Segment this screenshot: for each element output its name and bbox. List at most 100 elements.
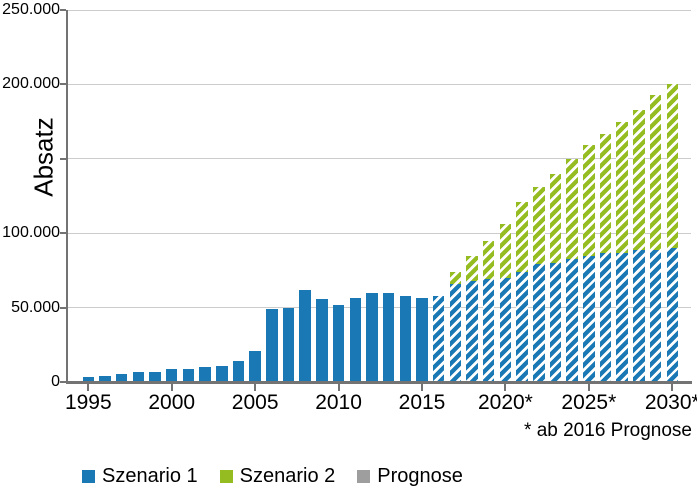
- bar-2022-prognose-hatch: [533, 187, 545, 382]
- bar-2023: [549, 173, 562, 382]
- x-tick-2025: [587, 383, 590, 391]
- y-tick-100000: [60, 232, 66, 235]
- y-tick-label-250000: 250.000: [2, 1, 60, 18]
- bar-2027: [616, 121, 628, 382]
- legend-label-prognose: Prognose: [377, 464, 463, 487]
- x-tick-2010: [337, 383, 340, 391]
- bar-1998: [132, 372, 145, 382]
- y-tick-label-100000: 100.000: [2, 224, 60, 242]
- bar-2024-prognose-hatch: [566, 158, 578, 382]
- x-tick-2015: [421, 383, 423, 391]
- bar-2016-prognose-hatch: [432, 295, 445, 382]
- bar-2029: [649, 94, 662, 382]
- bar-2023-prognose-hatch: [549, 173, 562, 382]
- bar-2005-szenario1: [249, 350, 261, 382]
- bar-2000-szenario1: [165, 369, 178, 382]
- bar-2007: [282, 307, 295, 382]
- gridline-200000: [68, 83, 691, 85]
- legend-label-szenario2: Szenario 2: [239, 464, 336, 487]
- bar-2008: [299, 289, 311, 382]
- legend-swatch-prognose: [357, 469, 371, 483]
- gridline-150000: [68, 158, 691, 160]
- legend-swatch-szenario2: [219, 469, 233, 483]
- bar-2018: [466, 255, 478, 382]
- bar-1997: [115, 373, 128, 382]
- y-tick-label-200000: 200.000: [2, 75, 60, 93]
- y-tick-250000: [60, 9, 66, 11]
- bar-2015: [416, 297, 428, 382]
- bar-2020-prognose-hatch: [499, 224, 512, 382]
- bar-2006: [266, 309, 278, 382]
- legend: Szenario 1 Szenario 2 Prognose: [82, 464, 463, 488]
- bar-2013-szenario1: [382, 293, 395, 382]
- x-tick-2005: [254, 383, 257, 391]
- y-tick-label-0: 0: [51, 373, 60, 390]
- bar-2020: [499, 224, 512, 382]
- y-axis-line: [66, 10, 68, 383]
- bar-2022: [533, 187, 545, 382]
- bar-2001: [182, 368, 195, 382]
- bar-2004: [232, 361, 245, 382]
- x-tick-1995: [87, 383, 90, 391]
- bar-2026-prognose-hatch: [599, 133, 612, 382]
- bar-2011-szenario1: [349, 297, 361, 382]
- bar-1995-szenario1: [82, 376, 95, 382]
- x-tick-2000: [170, 383, 173, 391]
- x-tick-label-2030: 2030*: [644, 391, 697, 414]
- bar-1997-szenario1: [115, 373, 128, 382]
- bar-2008-szenario1: [299, 289, 311, 382]
- bar-2000: [165, 369, 178, 382]
- bar-2014-szenario1: [399, 296, 412, 382]
- x-tick-label-2005: 2005: [231, 391, 279, 414]
- bar-2024: [566, 158, 578, 382]
- x-axis-line: [66, 381, 692, 384]
- legend-item-szenario1: Szenario 1: [82, 465, 198, 488]
- gridline-50000: [68, 307, 691, 309]
- bar-2003-szenario1: [216, 365, 228, 382]
- bar-1996-szenario1: [99, 376, 111, 382]
- bar-2017-prognose-hatch: [449, 271, 462, 382]
- bar-2010: [332, 304, 345, 382]
- legend-item-szenario2: Szenario 2: [219, 464, 336, 488]
- bar-2025: [583, 145, 595, 382]
- bar-2012-szenario1: [366, 293, 378, 382]
- bar-2009: [316, 298, 328, 382]
- bar-2028: [633, 109, 645, 382]
- bar-2025-prognose-hatch: [583, 145, 595, 382]
- y-tick-200000: [60, 83, 66, 86]
- bar-2010-szenario1: [332, 304, 345, 382]
- y-tick-150000: [60, 157, 66, 160]
- bar-2002-szenario1: [199, 367, 211, 382]
- x-tick-2020: [504, 383, 507, 391]
- bar-2019-prognose-hatch: [482, 240, 495, 382]
- y-tick-label-50000: 50.000: [11, 298, 60, 316]
- bar-2011: [349, 297, 361, 382]
- bar-2029-prognose-hatch: [649, 94, 662, 382]
- plot-area: [68, 9, 691, 382]
- bar-2026: [599, 133, 612, 382]
- x-tick-label-2010: 2010: [315, 391, 362, 414]
- bar-2014: [399, 296, 412, 382]
- gridline-100000: [68, 232, 691, 234]
- x-tick-label-2015: 2015: [398, 391, 446, 414]
- bar-2028-prognose-hatch: [633, 109, 645, 382]
- bar-2003: [216, 365, 228, 382]
- y-tick-0: [60, 381, 66, 383]
- legend-swatch-szenario1: [82, 469, 95, 483]
- bar-2006-szenario1: [266, 309, 278, 382]
- legend-label-szenario1: Szenario 1: [102, 464, 198, 487]
- bar-2013: [382, 293, 395, 382]
- bar-2002: [199, 367, 211, 382]
- bar-2030: [666, 84, 679, 382]
- gridline-250000: [68, 9, 691, 11]
- bar-2007-szenario1: [282, 307, 295, 382]
- bar-2001-szenario1: [182, 368, 195, 382]
- bar-2015-szenario1: [416, 297, 428, 382]
- bar-2004-szenario1: [232, 361, 245, 382]
- bar-2030-prognose-hatch: [666, 84, 679, 382]
- bar-2018-prognose-hatch: [466, 255, 478, 382]
- bar-2017: [449, 271, 462, 382]
- x-tick-label-2000: 2000: [148, 391, 196, 414]
- bar-1998-szenario1: [132, 372, 145, 382]
